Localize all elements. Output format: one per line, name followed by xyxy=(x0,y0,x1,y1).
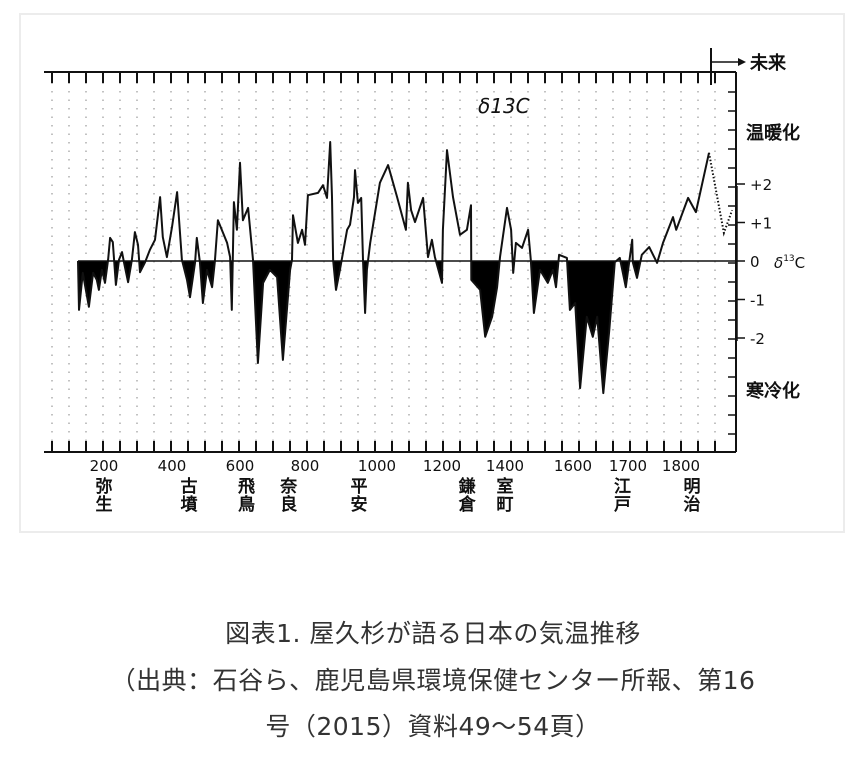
delta13c-curve xyxy=(77,141,710,395)
svg-text:古: 古 xyxy=(181,476,198,497)
warming-label: 温暖化 xyxy=(746,122,800,144)
svg-text:江: 江 xyxy=(614,477,631,497)
svg-text:室: 室 xyxy=(497,476,514,497)
top-ticks xyxy=(51,72,716,83)
svg-text:平: 平 xyxy=(351,477,368,497)
svg-text:600: 600 xyxy=(226,457,255,475)
bottom-ticks xyxy=(51,441,716,452)
svg-text:治: 治 xyxy=(684,494,701,515)
arrow-right-icon xyxy=(738,58,746,66)
svg-text:1800: 1800 xyxy=(662,457,700,475)
svg-text:1400: 1400 xyxy=(486,457,524,475)
svg-text:生: 生 xyxy=(96,494,113,515)
svg-text:町: 町 xyxy=(497,495,514,515)
svg-text:1600: 1600 xyxy=(554,457,592,475)
svg-text:1700: 1700 xyxy=(609,457,647,475)
svg-text:+1: +1 xyxy=(750,215,772,233)
climate-chart: δ13C 未来 温暖化 寒冷化 +2 +1 0 -1 -2 δ13C 200 400 600… xyxy=(44,48,805,515)
negative-area-fill xyxy=(78,261,709,394)
svg-text:1200: 1200 xyxy=(423,457,461,475)
svg-text:明: 明 xyxy=(684,477,701,497)
delta13c-projection-curve xyxy=(708,152,734,237)
right-ticks xyxy=(728,91,736,435)
svg-text:-2: -2 xyxy=(750,330,765,348)
plot-frame xyxy=(44,71,737,453)
caption-source-line2: 号（2015）資料49〜54頁） xyxy=(265,712,601,741)
scale-labels: +2 +1 0 -1 -2 xyxy=(737,176,772,348)
caption-source-line1: （出典：石谷ら、鹿児島県環境保健センター所報、第16 xyxy=(110,666,756,695)
future-marker: 未来 xyxy=(710,48,787,85)
svg-text:鳥: 鳥 xyxy=(238,494,255,515)
svg-text:安: 安 xyxy=(351,494,368,515)
svg-text:200: 200 xyxy=(90,457,119,475)
svg-text:鎌: 鎌 xyxy=(458,476,476,497)
x-axis-labels: 200 400 600 800 1000 1200 1400 1600 1700 1800 xyxy=(90,457,700,475)
svg-text:墳: 墳 xyxy=(181,495,198,515)
cooling-label: 寒冷化 xyxy=(745,380,800,402)
svg-text:飛: 飛 xyxy=(237,477,255,497)
svg-text:-1: -1 xyxy=(750,292,765,310)
caption-title: 図表1. 屋久杉が語る日本の気温推移 xyxy=(225,619,641,648)
svg-text:800: 800 xyxy=(291,457,320,475)
chart-title: δ13C xyxy=(478,94,530,118)
zero-axis-symbol: δ13C xyxy=(774,254,805,272)
svg-text:奈: 奈 xyxy=(279,476,298,497)
svg-text:戸: 戸 xyxy=(614,495,631,515)
svg-text:弥: 弥 xyxy=(96,476,113,497)
svg-text:+2: +2 xyxy=(750,176,772,194)
svg-text:1000: 1000 xyxy=(358,457,396,475)
svg-text:0: 0 xyxy=(750,253,760,271)
svg-text:400: 400 xyxy=(158,457,187,475)
figure-frame xyxy=(19,13,845,533)
svg-text:良: 良 xyxy=(280,494,297,515)
svg-text:倉: 倉 xyxy=(458,494,477,515)
future-label: 未来 xyxy=(750,53,787,74)
